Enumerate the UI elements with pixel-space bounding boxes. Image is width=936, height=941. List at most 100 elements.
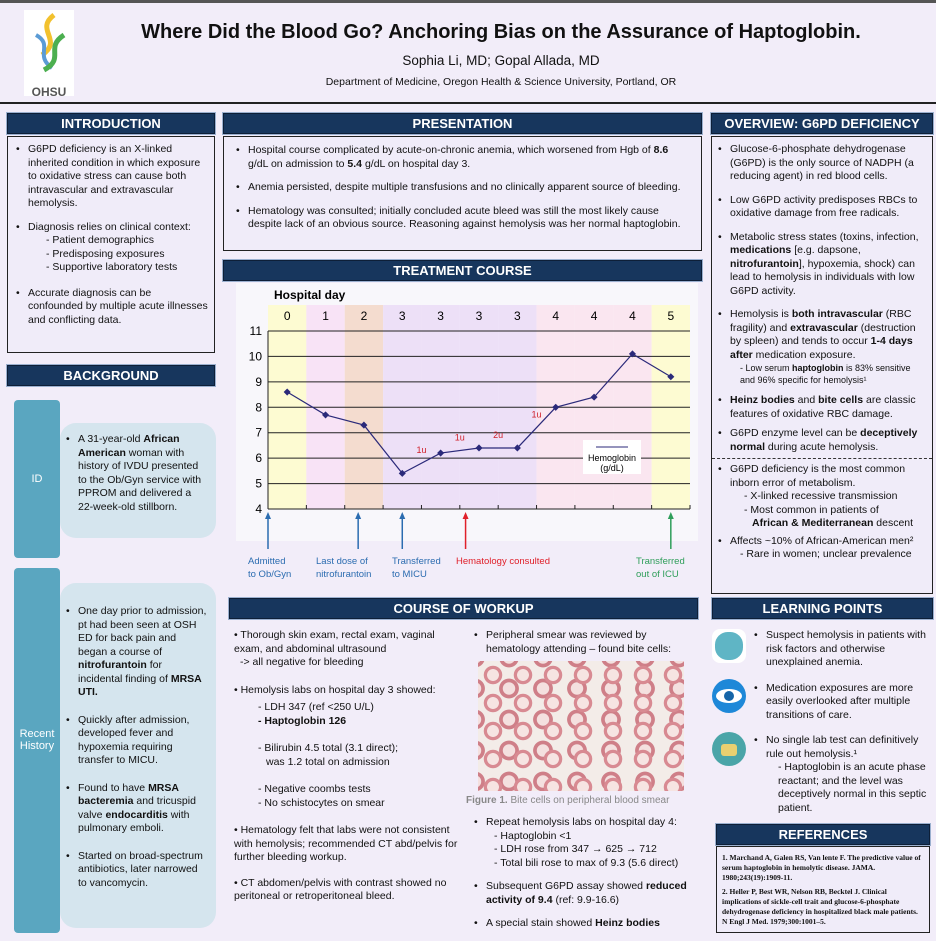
t: - LDH rose from 347 → 625 → 712 [494, 843, 657, 855]
t: g/dL on admission to [248, 157, 348, 170]
header-divider [0, 102, 936, 104]
event-label: to Ob/Gyn [248, 569, 291, 580]
y-tick-label: 10 [249, 349, 263, 363]
t: haptoglobin [792, 363, 844, 373]
workup-right-2: Repeat hemolysis labs on hospital day 4:… [472, 816, 694, 941]
dashed-divider [712, 458, 932, 459]
intro-bullet: Diagnosis relies on clinical context: - … [14, 221, 208, 275]
learning-heading: LEARNING POINTS [711, 597, 934, 620]
event-label: Transferred [392, 556, 441, 567]
overview-bullet: Affects ~10% of African-American men² - … [716, 535, 927, 562]
learning-point: Suspect hemolysis in patients with risk … [752, 629, 932, 670]
figure-label: Figure 1. [466, 795, 508, 806]
t: G6PD deficiency is the most common inbor… [730, 463, 906, 489]
overview-bullet: G6PD enzyme level can be deceptively nor… [716, 427, 927, 454]
event-label: to MICU [392, 569, 427, 580]
x-tick-label: 1 [322, 309, 329, 323]
intro-sub: - Patient demographics [46, 234, 154, 246]
intro-bullet-text: Diagnosis relies on clinical context: [28, 220, 191, 233]
chart-title: Hospital day [274, 288, 346, 302]
t: [e.g. dapsone, [791, 244, 861, 256]
event-label: Admitted [248, 556, 286, 567]
presentation-bullet: Anemia persisted, despite multiple trans… [234, 181, 691, 195]
overview-bullet: Glucose-6-phosphate dehydrogenase (G6PD)… [716, 143, 927, 184]
id-bold: African American [78, 433, 180, 459]
overview-heading: OVERVIEW: G6PD DEFICIENCY [710, 112, 934, 135]
y-tick-label: 6 [255, 451, 262, 465]
history-bullet: Quickly after admission, developed fever… [64, 714, 208, 768]
presentation-bullet: Hospital course complicated by acute-on-… [234, 144, 691, 171]
workup-item: • CT abdomen/pelvis with contrast showed… [234, 876, 447, 903]
x-tick-label: 4 [591, 309, 598, 323]
intro-box: G6PD deficiency is an X-linked inherited… [7, 136, 215, 353]
t: extravascular [790, 321, 858, 334]
transfusion-label: 1u [455, 433, 465, 443]
overview-bullet: Hemolysis is both intravascular (RBC fra… [716, 308, 927, 386]
y-tick-label: 7 [255, 426, 262, 440]
event-label: out of ICU [636, 569, 679, 580]
transfusion-label: 1u [416, 445, 426, 455]
t: both intravascular [791, 308, 883, 320]
department: Department of Medicine, Oregon Health & … [325, 76, 677, 88]
overview-bullet: Metabolic stress states (toxins, infecti… [716, 231, 927, 299]
t: African & Mediterranean [752, 517, 874, 529]
t: - Total bili rose to max of 9.3 (5.6 dir… [494, 856, 679, 869]
t: Heinz bodies [730, 394, 795, 406]
x-tick-label: 3 [437, 309, 444, 323]
t: - Haptoglobin is an acute phase reactant… [778, 761, 927, 814]
y-tick-label: 8 [255, 400, 262, 414]
workup-item: was 1.2 total on admission [266, 755, 390, 768]
workup-bullet: Peripheral smear was reviewed by hematol… [472, 629, 694, 656]
id-bullet: A 31-year-old African American woman wit… [64, 433, 208, 514]
overview-sub: - Low serum haptoglobin is 83% sensitive… [730, 362, 927, 386]
event-label: Hematology consulted [456, 556, 550, 567]
t: reduced activity of 9.4 [486, 880, 687, 906]
workup-left: • Thorough skin exam, rectal exam, vagin… [234, 629, 464, 904]
workup-heading: COURSE OF WORKUP [228, 597, 699, 620]
t: 5.4 [347, 157, 363, 170]
legend-label: Hemoglobin [588, 453, 636, 463]
x-tick-label: 4 [552, 309, 559, 323]
hemoglobin-point [360, 421, 368, 429]
figure-caption-text: Bite cells on peripheral blood smear [507, 795, 670, 806]
history-tab-label: Recent History [19, 728, 55, 752]
t: G6PD enzyme level can be [730, 427, 861, 439]
background-heading: BACKGROUND [6, 364, 216, 387]
brain-icon [712, 629, 746, 663]
event-label: Last dose of [316, 556, 368, 567]
t: medication exposure. [752, 348, 856, 361]
history-tab: Recent History [14, 568, 60, 933]
x-tick-label: 0 [284, 309, 291, 323]
hemoglobin-point [513, 444, 521, 452]
learning-points: Suspect hemolysis in patients with risk … [752, 629, 932, 825]
t: endocarditis [105, 808, 168, 821]
transfusion-label: 1u [532, 410, 542, 420]
hemoglobin-chart: Hospital day 0 1 2 3 3 3 3 4 4 4 5 4 5 6 7 8 9 10 11 1u 1u 2u 1… [236, 283, 698, 580]
references-box: 1. Marchand A, Galen RS, Van lente F. Th… [716, 846, 930, 933]
legend-label: (g/dL) [600, 463, 624, 473]
event-label: nitrofurantoin [316, 569, 371, 580]
t: Heinz bodies [595, 917, 660, 929]
y-tick-label: 11 [250, 324, 263, 338]
workup-item: -> all negative for bleeding [240, 656, 364, 668]
workup-right: Peripheral smear was reviewed by hematol… [472, 629, 694, 666]
blood-smear-image [478, 661, 684, 791]
lab-flask-icon [712, 732, 746, 766]
workup-item: • Hemolysis labs on hospital day 3 showe… [234, 683, 436, 696]
t: ], hypoxemia, shock) can lead to hemolys… [730, 257, 915, 297]
t: - Rare in women; unclear prevalence [740, 548, 912, 560]
event-arrowhead [399, 512, 406, 519]
t: are classic features of oxidative RBC da… [730, 394, 916, 420]
x-tick-label: 3 [399, 309, 406, 323]
workup-item: • Thorough skin exam, rectal exam, vagin… [234, 629, 435, 655]
workup-item: - No schistocytes on smear [258, 796, 385, 809]
t: bite cells [818, 394, 864, 406]
id-text: woman with history of IVDU presented to … [78, 446, 202, 513]
overview-bullet: Low G6PD activity predisposes RBCs to ox… [716, 194, 927, 221]
id-tab: ID [14, 400, 60, 558]
overview-bullet: G6PD deficiency is the most common inbor… [716, 463, 927, 531]
intro-sub: - Predisposing exposures [46, 247, 165, 260]
hemoglobin-point [398, 469, 406, 477]
t: nitrofurantoin [730, 257, 799, 270]
id-text: A 31-year-old [78, 433, 144, 445]
